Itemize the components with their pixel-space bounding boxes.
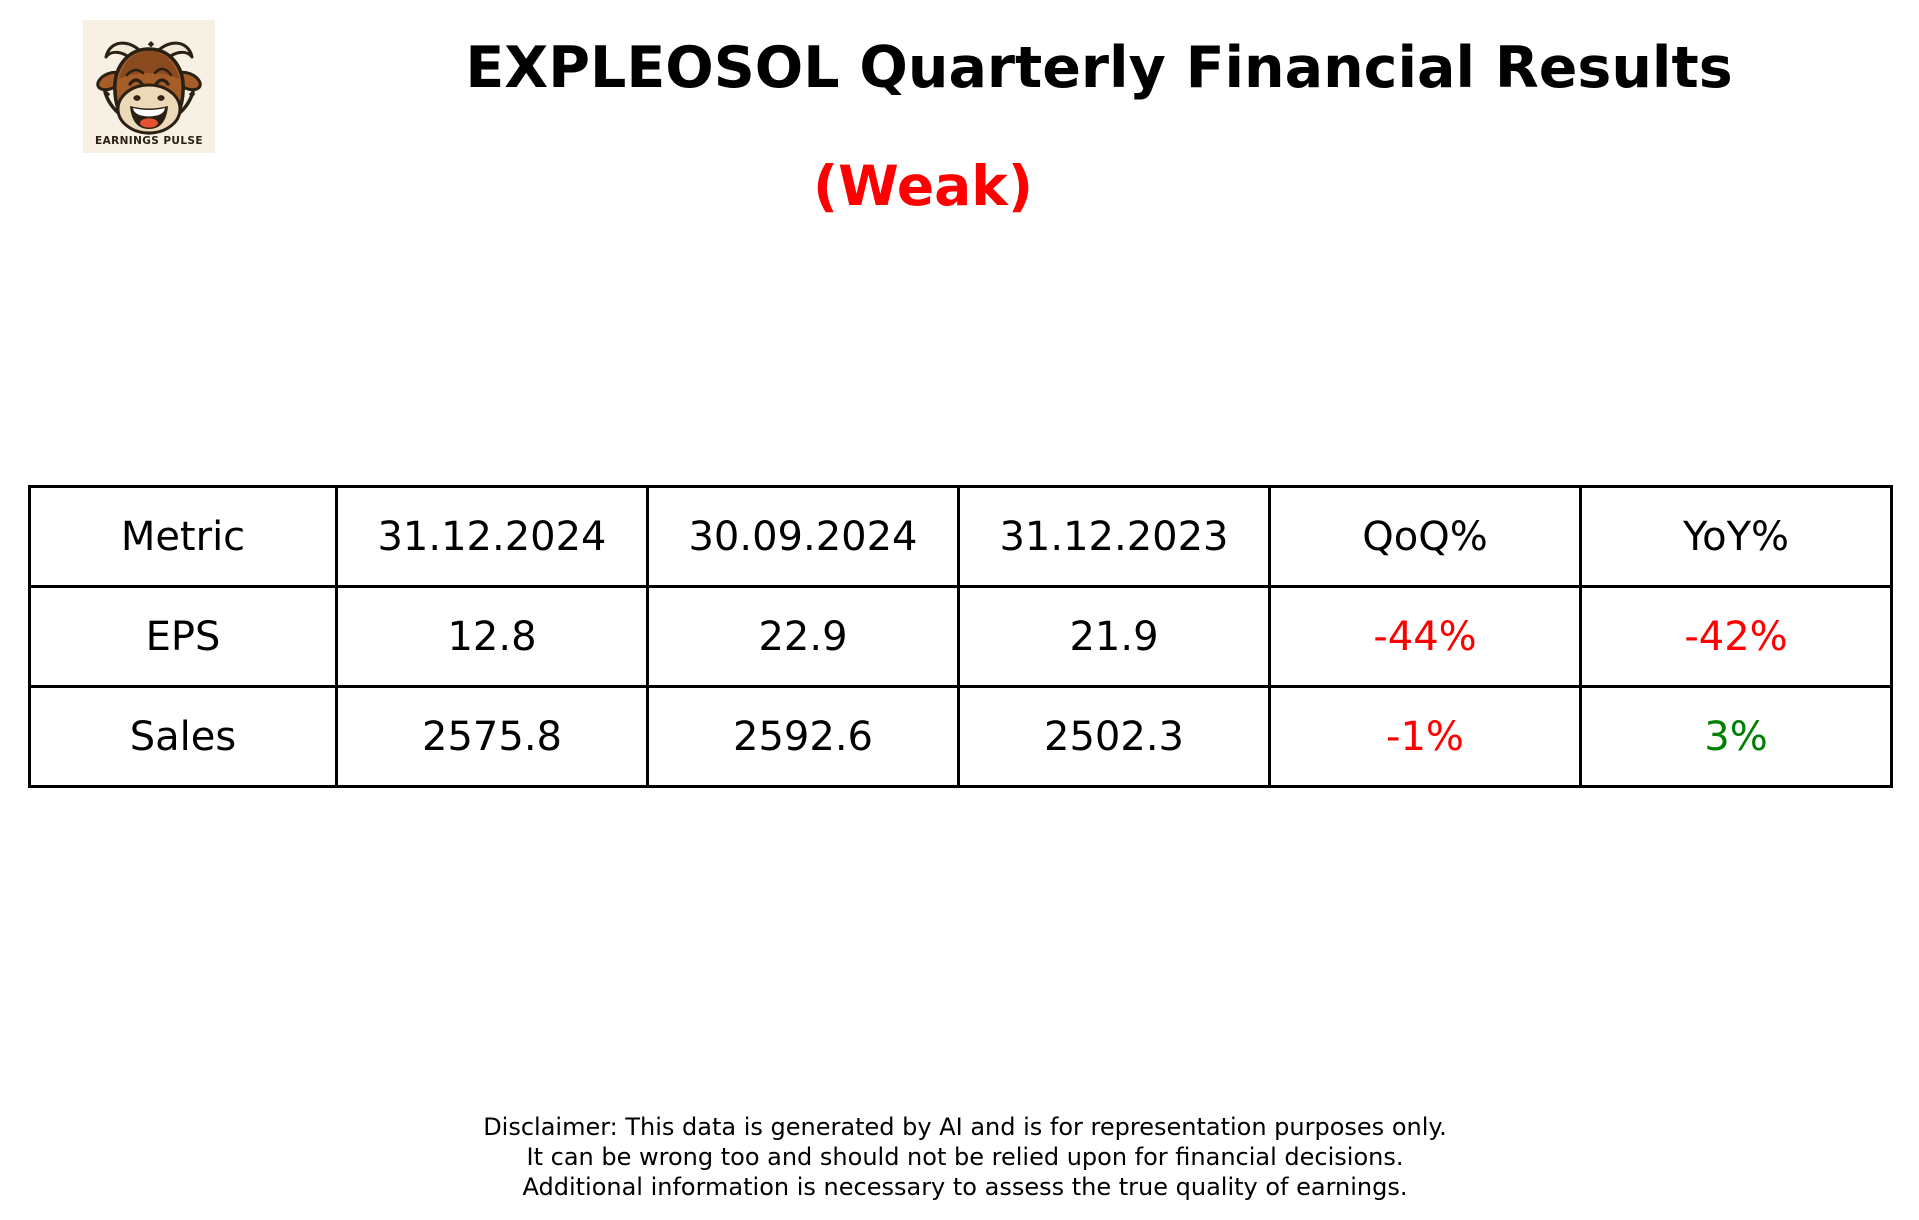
bull-icon	[83, 20, 215, 153]
disclaimer-line: Additional information is necessary to a…	[522, 1173, 1408, 1201]
logo-caption: EARNINGS PULSE	[95, 135, 203, 147]
table-header-row: Metric 31.12.2024 30.09.2024 31.12.2023 …	[28, 485, 1893, 588]
disclaimer: Disclaimer: This data is generated by AI…	[0, 1112, 1919, 1202]
quarterly-results-table: Metric 31.12.2024 30.09.2024 31.12.2023 …	[28, 485, 1893, 788]
table-header-cell: 31.12.2023	[957, 485, 1271, 588]
table-cell: -1%	[1268, 685, 1582, 788]
table-header-cell: Metric	[28, 485, 338, 588]
table-cell: 3%	[1579, 685, 1893, 788]
table-cell: 2592.6	[646, 685, 960, 788]
table-cell: 21.9	[957, 585, 1271, 688]
table-cell: Sales	[28, 685, 338, 788]
table-cell: 22.9	[646, 585, 960, 688]
table-cell: EPS	[28, 585, 338, 688]
table-header-cell: YoY%	[1579, 485, 1893, 588]
earnings-pulse-logo: EARNINGS PULSE	[83, 20, 215, 153]
disclaimer-line: Disclaimer: This data is generated by AI…	[483, 1113, 1447, 1141]
table-cell: 12.8	[335, 585, 649, 688]
verdict-label: (Weak)	[813, 154, 1033, 218]
table-cell: 2502.3	[957, 685, 1271, 788]
table-row-eps: EPS 12.8 22.9 21.9 -44% -42%	[28, 585, 1893, 688]
table-header-cell: 31.12.2024	[335, 485, 649, 588]
table-cell: -42%	[1579, 585, 1893, 688]
table-row-sales: Sales 2575.8 2592.6 2502.3 -1% 3%	[28, 685, 1893, 788]
table-header-cell: QoQ%	[1268, 485, 1582, 588]
table-header-cell: 30.09.2024	[646, 485, 960, 588]
disclaimer-line: It can be wrong too and should not be re…	[526, 1143, 1404, 1171]
page-title: EXPLEOSOL Quarterly Financial Results	[465, 35, 1733, 101]
table-cell: -44%	[1268, 585, 1582, 688]
table-cell: 2575.8	[335, 685, 649, 788]
